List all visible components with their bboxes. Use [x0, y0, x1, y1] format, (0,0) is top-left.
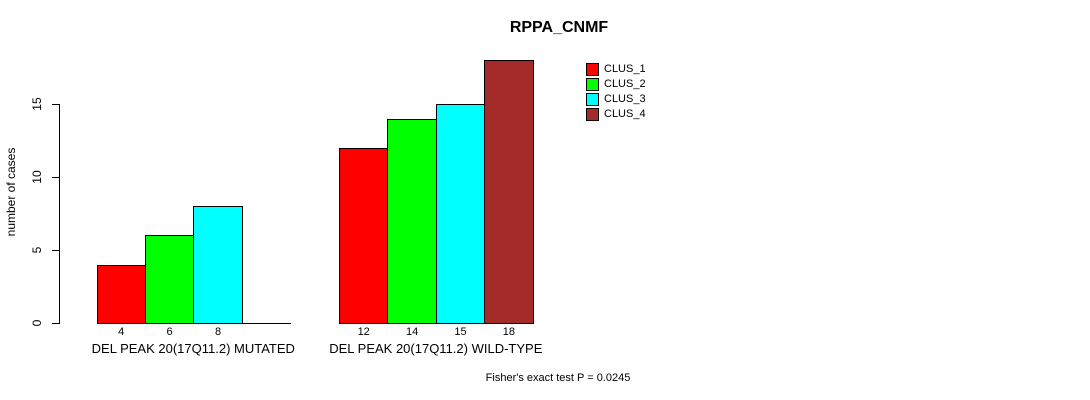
legend-label: CLUS_3 [604, 93, 646, 105]
legend-item-clus_3: CLUS_3 [586, 93, 646, 106]
bar-clus_2-wild-type [387, 118, 437, 324]
y-tick-label: 0 [30, 319, 44, 327]
legend: CLUS_1 CLUS_2 CLUS_3 CLUS_4 [586, 63, 646, 123]
legend-label: CLUS_1 [604, 63, 646, 75]
legend-swatch-icon [586, 63, 599, 76]
annotation-fisher-test: Fisher's exact test P = 0.0245 [485, 372, 631, 384]
bar-value-label: 6 [166, 326, 173, 338]
x-group-label-mutated: DEL PEAK 20(17Q11.2) MUTATED [91, 341, 295, 356]
bar-value-label: 14 [405, 326, 419, 338]
legend-swatch-icon [586, 78, 599, 91]
bar-clus_4-wild-type [484, 60, 534, 324]
bar-value-label: 12 [357, 326, 370, 338]
y-axis-tick [52, 104, 59, 105]
bar-value-label: 8 [214, 326, 222, 338]
legend-item-clus_2: CLUS_2 [586, 78, 646, 91]
y-axis-tick [52, 323, 59, 324]
y-axis-tick [52, 177, 59, 178]
chart-title: RPPA_CNMF [509, 19, 609, 36]
legend-swatch-icon [586, 93, 599, 106]
y-tick-label: 5 [30, 246, 44, 254]
legend-swatch-icon [586, 108, 599, 121]
y-tick-label: 15 [30, 97, 44, 111]
bar-value-label: 15 [454, 326, 467, 338]
bar-clus_1-mutated [96, 264, 146, 324]
y-axis-line [59, 104, 60, 324]
legend-label: CLUS_2 [604, 78, 646, 90]
bar-clus_3-wild-type [435, 104, 486, 324]
y-axis-tick [52, 250, 59, 251]
bar-clus_1-wild-type [339, 147, 389, 324]
legend-label: CLUS_4 [604, 108, 646, 120]
bar-clus_3-mutated [193, 206, 243, 324]
y-tick-label: 10 [30, 170, 44, 184]
bar-value-label: 4 [118, 326, 125, 338]
bar-clus_2-mutated [144, 235, 195, 324]
bar-value-label: 18 [502, 326, 516, 338]
legend-item-clus_1: CLUS_1 [586, 63, 646, 76]
x-group-label-wild-type: DEL PEAK 20(17Q11.2) WILD-TYPE [329, 341, 543, 356]
legend-item-clus_4: CLUS_4 [586, 108, 646, 121]
